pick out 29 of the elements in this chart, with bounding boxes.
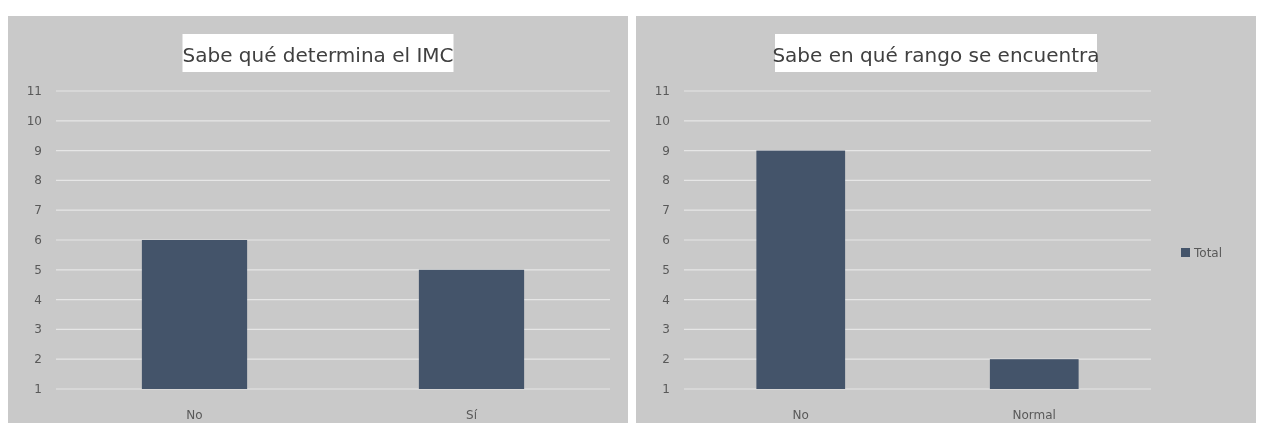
y-tick-label: 2 bbox=[662, 352, 670, 367]
y-tick-label: 1 bbox=[662, 382, 670, 396]
y-tick-label: 4 bbox=[662, 292, 670, 307]
y-tick-label: 9 bbox=[662, 143, 670, 158]
y-tick-label: 10 bbox=[26, 113, 42, 128]
y-tick-label: 7 bbox=[662, 203, 670, 218]
x-tick-label: No bbox=[792, 408, 809, 422]
y-tick-label: 8 bbox=[34, 173, 42, 188]
legend-label: Total bbox=[1193, 246, 1223, 260]
chart-title: Sabe qué determina el IMC bbox=[182, 43, 454, 67]
y-tick-label: 1 bbox=[34, 382, 42, 396]
y-tick-label: 11 bbox=[26, 84, 42, 98]
y-tick-label: 8 bbox=[662, 173, 670, 188]
y-tick-label: 3 bbox=[662, 322, 670, 337]
y-tick-label: 3 bbox=[34, 322, 42, 337]
x-tick-label: Normal bbox=[1012, 408, 1056, 422]
y-tick-label: 7 bbox=[34, 203, 42, 218]
x-tick-label: Sí bbox=[466, 408, 478, 422]
y-tick-label: 5 bbox=[662, 262, 670, 277]
y-tick-label: 6 bbox=[662, 233, 670, 247]
y-tick-label: 6 bbox=[34, 233, 42, 247]
x-tick-label: No bbox=[186, 408, 203, 422]
y-tick-label: 2 bbox=[34, 352, 42, 367]
y-tick-label: 10 bbox=[654, 113, 670, 128]
y-tick-label: 5 bbox=[34, 262, 42, 277]
y-tick-label: 4 bbox=[34, 292, 42, 307]
y-tick-label: 11 bbox=[654, 84, 670, 98]
chart-title: Sabe en qué rango se encuentra bbox=[772, 43, 1100, 67]
y-tick-label: 9 bbox=[34, 143, 42, 158]
